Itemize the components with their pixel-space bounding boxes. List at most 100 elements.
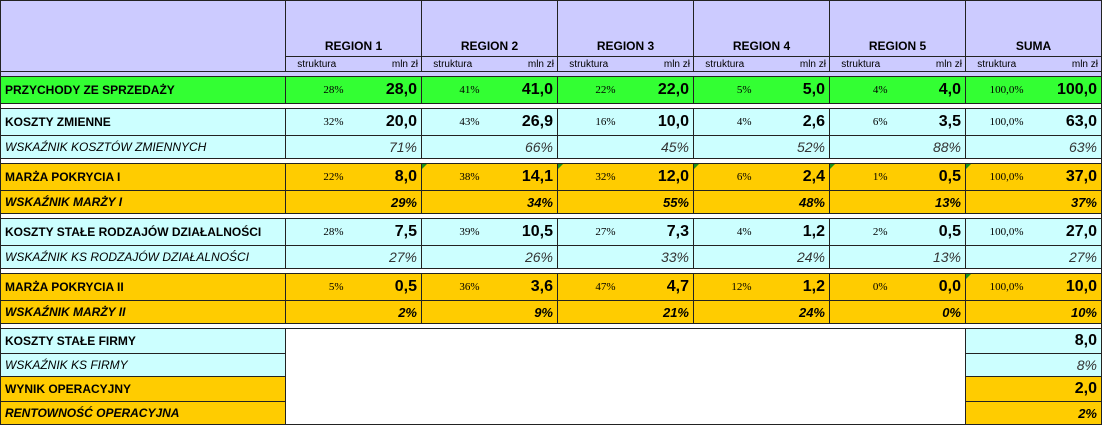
ratio-cell[interactable]: 55% — [557, 190, 694, 214]
share-cell[interactable]: 47% — [557, 273, 620, 301]
share-cell[interactable]: 100,0% — [965, 108, 1028, 136]
region-5-header[interactable]: REGION 5 — [829, 31, 966, 57]
row-label-koszty-zmienne[interactable]: KOSZTY ZMIENNE — [0, 108, 286, 136]
subheader-mln[interactable]: mln zł — [347, 56, 422, 72]
ratio-cell[interactable]: 13% — [829, 190, 966, 214]
value-cell[interactable]: 2,4 — [755, 163, 830, 191]
value-cell[interactable]: 10,0 — [1027, 273, 1102, 301]
share-cell[interactable]: 38% — [421, 163, 484, 191]
region-2-header[interactable]: REGION 2 — [421, 31, 558, 57]
region-4-header[interactable]: REGION 4 — [693, 31, 830, 57]
subheader-struktura[interactable]: struktura — [829, 56, 892, 72]
share-cell[interactable]: 4% — [693, 108, 756, 136]
subheader-mln[interactable]: mln zł — [619, 56, 694, 72]
ratio-cell[interactable]: 88% — [829, 135, 966, 159]
subheader-mln[interactable]: mln zł — [891, 56, 966, 72]
share-cell[interactable]: 39% — [421, 218, 484, 246]
row-label-marza-pokrycia-2[interactable]: MARŻA POKRYCIA II — [0, 273, 286, 301]
subheader-struktura[interactable]: struktura — [965, 56, 1028, 72]
row-label-wsk-ks-firmy[interactable]: WSKAŹNIK KS FIRMY — [0, 353, 286, 377]
row-label-wsk-marzy-2[interactable]: WSKAŹNIK MARŻY II — [0, 300, 286, 324]
ratio-cell[interactable]: 24% — [693, 300, 830, 324]
subheader-mln[interactable]: mln zł — [1027, 56, 1102, 72]
header-blank-region-2[interactable] — [421, 0, 558, 31]
share-cell[interactable]: 22% — [557, 76, 620, 104]
value-cell[interactable]: 0,5 — [891, 218, 966, 246]
share-cell[interactable]: 12% — [693, 273, 756, 301]
ratio-cell[interactable]: 34% — [421, 190, 558, 214]
ratio-cell[interactable]: 45% — [557, 135, 694, 159]
value-cell[interactable]: 1,2 — [755, 273, 830, 301]
ratio-cell[interactable]: 66% — [421, 135, 558, 159]
value-cell[interactable]: 1,2 — [755, 218, 830, 246]
value-cell[interactable]: 2,0 — [965, 376, 1102, 402]
value-cell[interactable]: 26,9 — [483, 108, 558, 136]
ratio-cell[interactable]: 27% — [285, 245, 422, 269]
ratio-cell[interactable]: 2% — [965, 401, 1102, 425]
ratio-cell[interactable]: 27% — [965, 245, 1102, 269]
share-cell[interactable]: 100,0% — [965, 218, 1028, 246]
share-cell[interactable]: 4% — [829, 76, 892, 104]
ratio-cell[interactable]: 13% — [829, 245, 966, 269]
row-label-rentownosc-operacyjna[interactable]: RENTOWNOŚĆ OPERACYJNA — [0, 401, 286, 425]
share-cell[interactable]: 2% — [829, 218, 892, 246]
value-cell[interactable]: 8,0 — [965, 328, 1102, 354]
header-corner-cell[interactable] — [0, 0, 286, 31]
ratio-cell[interactable]: 71% — [285, 135, 422, 159]
header-blank-region-3[interactable] — [557, 0, 694, 31]
value-cell[interactable]: 7,5 — [347, 218, 422, 246]
share-cell[interactable]: 32% — [557, 163, 620, 191]
value-cell[interactable]: 4,7 — [619, 273, 694, 301]
value-cell[interactable]: 3,6 — [483, 273, 558, 301]
header-blank-region-1[interactable] — [285, 0, 422, 31]
subheader-struktura[interactable]: struktura — [421, 56, 484, 72]
ratio-cell[interactable]: 8% — [965, 353, 1102, 377]
ratio-cell[interactable]: 48% — [693, 190, 830, 214]
share-cell[interactable]: 22% — [285, 163, 348, 191]
region-1-header[interactable]: REGION 1 — [285, 31, 422, 57]
share-cell[interactable]: 27% — [557, 218, 620, 246]
share-cell[interactable]: 32% — [285, 108, 348, 136]
ratio-cell[interactable]: 29% — [285, 190, 422, 214]
share-cell[interactable]: 100,0% — [965, 163, 1028, 191]
share-cell[interactable]: 6% — [829, 108, 892, 136]
subheader-mln[interactable]: mln zł — [483, 56, 558, 72]
value-cell[interactable]: 41,0 — [483, 76, 558, 104]
share-cell[interactable]: 100,0% — [965, 76, 1028, 104]
value-cell[interactable]: 100,0 — [1027, 76, 1102, 104]
value-cell[interactable]: 2,6 — [755, 108, 830, 136]
value-cell[interactable]: 14,1 — [483, 163, 558, 191]
row-label-przychody[interactable]: PRZYCHODY ZE SPRZEDAŻY — [0, 76, 286, 104]
share-cell[interactable]: 5% — [693, 76, 756, 104]
ratio-cell[interactable]: 21% — [557, 300, 694, 324]
share-cell[interactable]: 43% — [421, 108, 484, 136]
share-cell[interactable]: 41% — [421, 76, 484, 104]
value-cell[interactable]: 3,5 — [891, 108, 966, 136]
row-label-koszty-stale-rodzajow[interactable]: KOSZTY STAŁE RODZAJÓW DZIAŁALNOŚCI — [0, 218, 286, 246]
value-cell[interactable]: 8,0 — [347, 163, 422, 191]
ratio-cell[interactable]: 0% — [829, 300, 966, 324]
subheader-struktura[interactable]: struktura — [693, 56, 756, 72]
value-cell[interactable]: 5,0 — [755, 76, 830, 104]
share-cell[interactable]: 16% — [557, 108, 620, 136]
value-cell[interactable]: 0,5 — [891, 163, 966, 191]
share-cell[interactable]: 28% — [285, 76, 348, 104]
share-cell[interactable]: 1% — [829, 163, 892, 191]
ratio-cell[interactable]: 2% — [285, 300, 422, 324]
value-cell[interactable]: 20,0 — [347, 108, 422, 136]
value-cell[interactable]: 0,0 — [891, 273, 966, 301]
row-label-koszty-stale-firmy[interactable]: KOSZTY STAŁE FIRMY — [0, 328, 286, 354]
value-cell[interactable]: 0,5 — [347, 273, 422, 301]
ratio-cell[interactable]: 9% — [421, 300, 558, 324]
value-cell[interactable]: 12,0 — [619, 163, 694, 191]
row-label-wsk-kosztow-zmiennych[interactable]: WSKAŹNIK KOSZTÓW ZMIENNYCH — [0, 135, 286, 159]
ratio-cell[interactable]: 33% — [557, 245, 694, 269]
value-cell[interactable]: 7,3 — [619, 218, 694, 246]
ratio-cell[interactable]: 10% — [965, 300, 1102, 324]
header-corner-cell-2[interactable] — [0, 31, 286, 57]
header-corner-cell-3[interactable] — [0, 56, 286, 72]
value-cell[interactable]: 22,0 — [619, 76, 694, 104]
share-cell[interactable]: 0% — [829, 273, 892, 301]
share-cell[interactable]: 100,0% — [965, 273, 1028, 301]
ratio-cell[interactable]: 63% — [965, 135, 1102, 159]
